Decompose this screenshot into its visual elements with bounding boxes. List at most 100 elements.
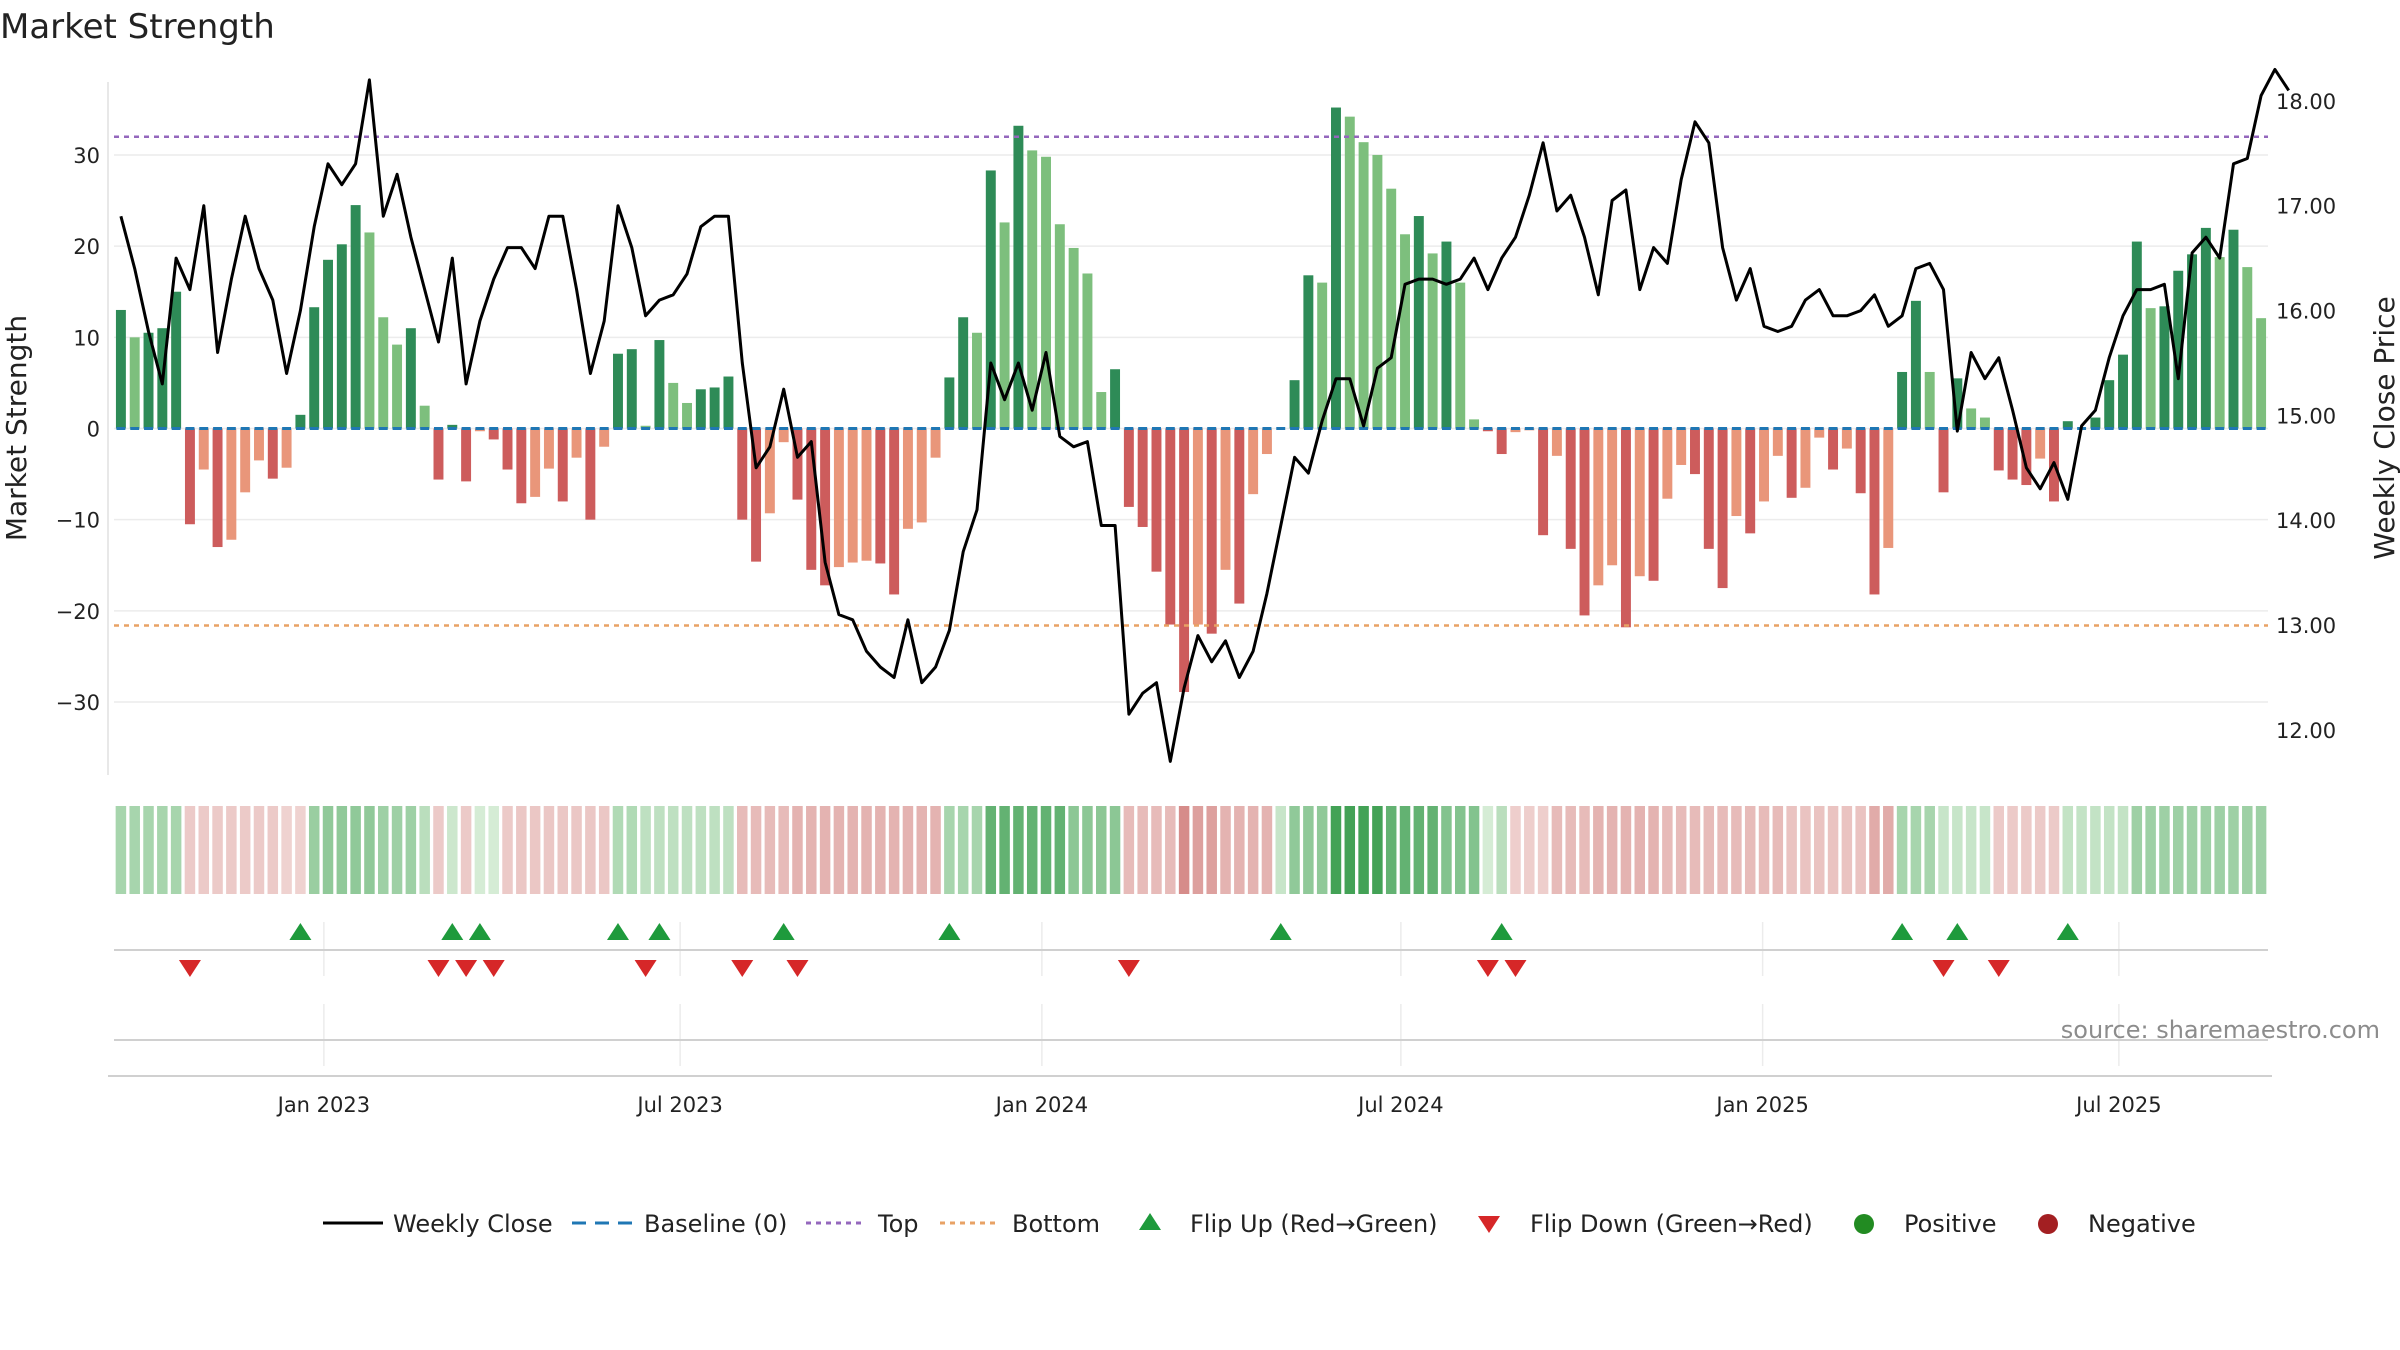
strength-tile: [115, 806, 127, 894]
strength-bar: [1082, 273, 1093, 429]
strength-bar: [1551, 428, 1562, 456]
strength-bar: [143, 332, 154, 429]
strength-bar: [336, 244, 347, 429]
strength-bar: [709, 387, 720, 429]
strength-tile: [239, 806, 251, 894]
strength-bar: [557, 428, 568, 502]
strength-tile: [1096, 806, 1107, 894]
strength-tile: [1192, 806, 1204, 894]
strength-tile: [902, 806, 914, 894]
strength-tile: [626, 806, 638, 894]
strength-bar: [1455, 282, 1466, 429]
strength-tile: [212, 806, 223, 894]
strength-bar: [1054, 224, 1065, 429]
source-credit: source: sharemaestro.com: [2061, 1016, 2380, 1044]
strength-bar: [1413, 216, 1424, 429]
strength-tile: [792, 806, 803, 894]
strength-tile: [1869, 806, 1880, 894]
strength-tile: [543, 806, 555, 894]
strength-bar: [1841, 428, 1852, 449]
strength-bar: [1993, 428, 2004, 471]
left-gridlines: [114, 154, 2268, 703]
x-tick-label: Jan 2023: [276, 1093, 371, 1117]
strength-bar: [254, 428, 264, 461]
strength-bar: [613, 353, 623, 429]
strength-tile: [930, 806, 941, 894]
strength-tile: [1537, 806, 1549, 894]
strength-tile: [999, 806, 1010, 894]
strength-bar: [599, 428, 610, 447]
strength-bar: [1165, 428, 1176, 625]
strength-tile: [1137, 806, 1148, 894]
strength-tile: [2228, 806, 2239, 894]
strength-bar: [392, 344, 403, 429]
strength-tile: [585, 806, 596, 894]
flip-up-marker: [648, 923, 671, 940]
strength-tile: [1620, 806, 1632, 894]
strength-tile: [2159, 806, 2170, 894]
strength-bar: [1248, 428, 1259, 495]
strength-tile: [184, 806, 196, 894]
right-tick-labels: 18.00 17.00 16.00 15.00 14.00 13.00 12.00: [2276, 90, 2336, 743]
left-tick-label: 0: [87, 418, 100, 442]
strength-bar: [2035, 428, 2046, 459]
strength-tile: [1013, 806, 1024, 894]
strength-bar: [1952, 378, 1963, 429]
main-panel: 30 20 10 0 −10 −20 −30 18.00 17.00 16.00 15.00 14.…: [0, 67, 2400, 775]
strength-tile: [833, 806, 845, 894]
legend-negative-dot: [2038, 1214, 2058, 1234]
strength-bar: [447, 424, 458, 429]
strength-tile: [2145, 806, 2156, 894]
strength-tile: [516, 806, 527, 894]
strength-bar: [1206, 428, 1217, 634]
strength-tile: [2173, 806, 2184, 894]
strength-tile: [1261, 806, 1273, 894]
strength-tile: [474, 806, 486, 894]
strength-tile: [1482, 806, 1494, 894]
flip-up-marker: [289, 923, 312, 940]
strength-tile: [488, 806, 499, 894]
strength-tile: [1441, 806, 1452, 894]
strength-tile: [226, 806, 237, 894]
strength-tile: [129, 806, 140, 894]
strength-bar: [1372, 154, 1383, 429]
strength-bar: [1469, 419, 1480, 429]
strength-tile: [336, 806, 348, 894]
strength-bar: [2159, 306, 2170, 429]
strength-tile: [1579, 806, 1590, 894]
strength-bar: [1690, 428, 1700, 475]
strength-tile: [378, 806, 389, 894]
strength-tile: [1744, 806, 1756, 894]
strength-tile: [888, 806, 900, 894]
strength-bar: [1234, 428, 1245, 604]
flip-up-marker: [772, 923, 795, 940]
strength-tile: [2131, 806, 2143, 894]
strength-bar: [1883, 428, 1894, 548]
flip-down-marker: [1117, 960, 1140, 977]
strength-tile: [1496, 806, 1507, 894]
strength-tile: [1993, 806, 2004, 894]
strength-tile: [1910, 806, 1922, 894]
strength-tile: [143, 806, 154, 894]
left-tick-label: −30: [56, 691, 100, 715]
strength-tile: [322, 806, 334, 894]
strength-tile: [2034, 806, 2046, 894]
strength-tile: [571, 806, 582, 894]
strength-bar: [502, 428, 513, 470]
strength-bar: [405, 328, 416, 429]
strength-tile: [957, 806, 969, 894]
strength-tile: [847, 806, 858, 894]
strength-tile: [819, 806, 831, 894]
strength-tile: [364, 806, 375, 894]
flip-panel: [114, 922, 2268, 1066]
strength-tile: [419, 806, 430, 894]
strength-bar: [488, 428, 499, 440]
strength-tile: [1689, 806, 1701, 894]
strength-bar: [585, 428, 596, 520]
flip-down-markers: [178, 960, 2010, 977]
flip-up-marker: [2056, 923, 2079, 940]
strength-tile: [1731, 806, 1742, 894]
strength-tile: [308, 806, 320, 894]
strength-bar: [295, 414, 306, 429]
strength-bar: [2131, 241, 2142, 429]
